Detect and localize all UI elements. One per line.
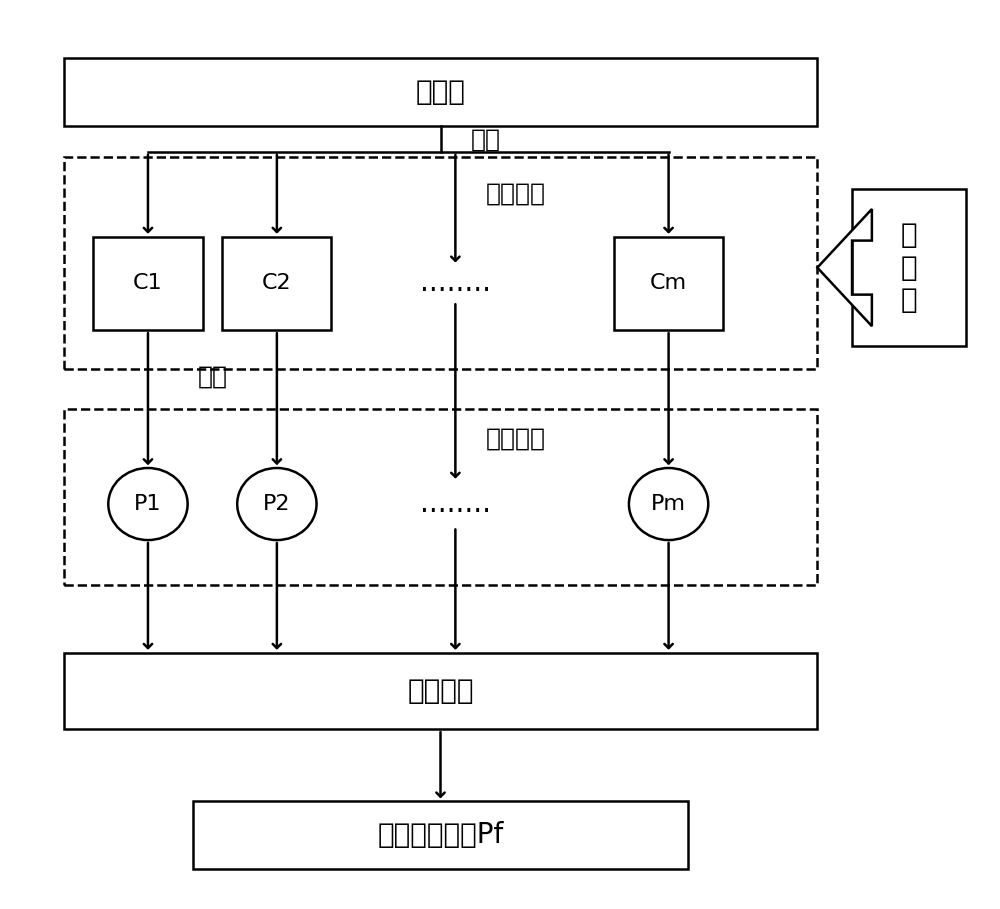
Text: 新
数
据: 新 数 据 <box>901 221 917 314</box>
Text: C2: C2 <box>262 274 292 294</box>
Text: 元分类器: 元分类器 <box>407 677 474 704</box>
Text: Pm: Pm <box>651 494 686 514</box>
Text: P2: P2 <box>263 494 291 514</box>
Text: 预测: 预测 <box>198 365 228 388</box>
Bar <box>64 409 817 585</box>
Text: 预测结果: 预测结果 <box>486 426 546 450</box>
Bar <box>222 236 331 330</box>
Bar <box>64 58 817 125</box>
Bar <box>64 157 817 369</box>
Text: ........: ........ <box>420 269 491 297</box>
Circle shape <box>108 468 188 540</box>
Text: P1: P1 <box>134 494 162 514</box>
Text: 分类模型: 分类模型 <box>486 181 546 205</box>
Bar <box>193 801 688 869</box>
Circle shape <box>629 468 708 540</box>
Text: ........: ........ <box>420 490 491 518</box>
Text: C1: C1 <box>133 274 163 294</box>
Bar <box>852 189 966 346</box>
Text: 训练: 训练 <box>470 127 500 151</box>
Circle shape <box>237 468 317 540</box>
Text: 最终预测结果Pf: 最终预测结果Pf <box>377 821 504 849</box>
Bar <box>614 236 723 330</box>
Bar <box>64 653 817 729</box>
Text: Cm: Cm <box>650 274 687 294</box>
Polygon shape <box>817 209 872 326</box>
Bar <box>93 236 203 330</box>
Text: 训练集: 训练集 <box>416 78 465 106</box>
